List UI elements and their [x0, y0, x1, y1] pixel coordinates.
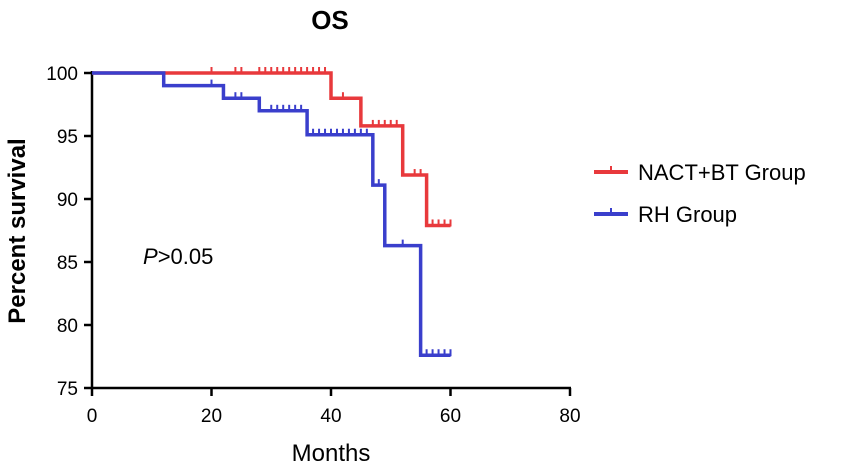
y-axis-title: Percent survival — [4, 138, 31, 323]
x-tick-label: 0 — [87, 406, 98, 427]
legend-label: NACT+BT Group — [638, 160, 806, 185]
y-tick-label: 85 — [57, 253, 78, 274]
p-value-italic: P — [143, 244, 158, 269]
survival-curve — [92, 71, 451, 357]
y-tick-label: 100 — [46, 64, 78, 85]
y-tick-label: 80 — [57, 316, 78, 337]
series-layer — [92, 67, 452, 357]
p-value-rest: >0.05 — [158, 244, 214, 269]
legend-item: RH Group — [594, 202, 737, 227]
series-1 — [92, 71, 452, 357]
legend-label: RH Group — [638, 202, 737, 227]
legend-item: NACT+BT Group — [594, 160, 806, 185]
y-tick-label: 90 — [57, 190, 78, 211]
legend: NACT+BT Group RH Group — [594, 160, 806, 227]
p-value-annotation: P>0.05 — [143, 244, 213, 269]
x-axis-title: Months — [292, 440, 371, 466]
x-tick-label: 20 — [201, 406, 222, 427]
x-tick-label: 80 — [559, 406, 580, 427]
x-tick-label: 40 — [320, 406, 341, 427]
survival-curve — [92, 71, 451, 228]
x-tick-label: 60 — [440, 406, 461, 427]
chart-title: OS — [311, 5, 349, 35]
axes: 0 20 40 60 80 75 80 85 90 95 100 — [46, 64, 580, 427]
series-0 — [92, 67, 452, 228]
y-tick-label: 75 — [57, 379, 78, 400]
y-tick-label: 95 — [57, 127, 78, 148]
